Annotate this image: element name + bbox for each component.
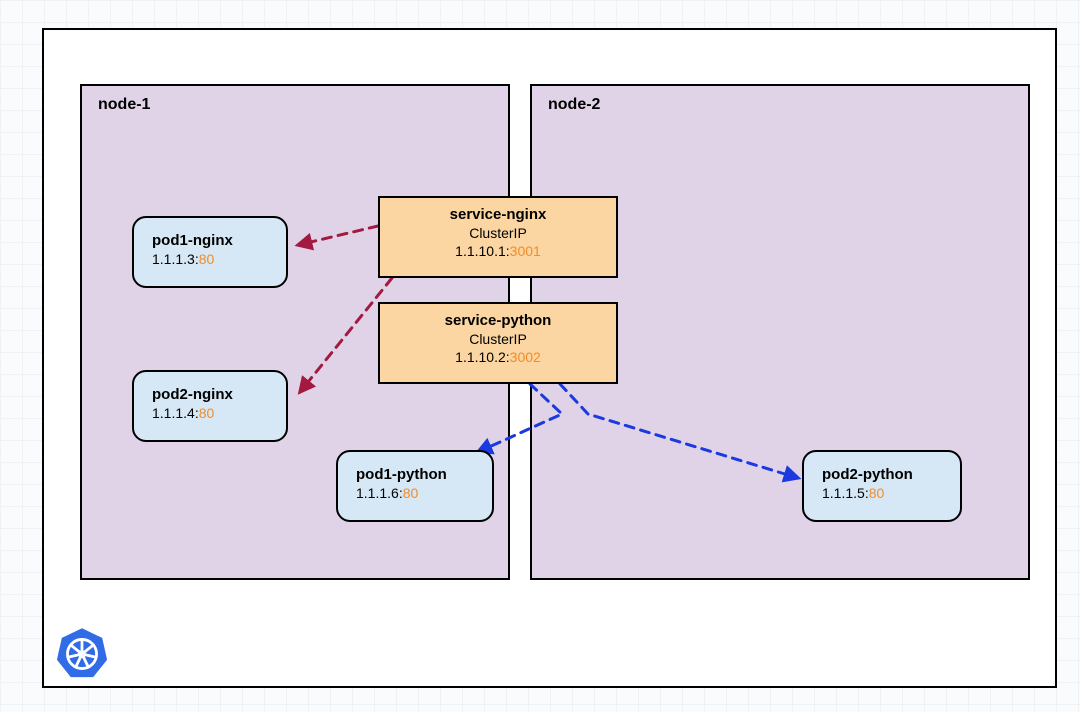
- pod-ip: 1.1.1.3: [152, 251, 195, 267]
- kubernetes-logo-icon: [54, 626, 110, 682]
- pod-ip-line: 1.1.1.6:80: [356, 485, 474, 501]
- pod-ip-line: 1.1.1.4:80: [152, 405, 268, 421]
- pod-name: pod2-python: [822, 466, 942, 483]
- pod-ip: 1.1.1.4: [152, 405, 195, 421]
- node-label: node-2: [548, 96, 600, 114]
- service-port: 3002: [510, 349, 541, 365]
- service-ip-line: 1.1.10.2:3002: [394, 349, 602, 365]
- service-type: ClusterIP: [394, 225, 602, 241]
- pod-ip-line: 1.1.1.3:80: [152, 251, 268, 267]
- pod-pod2-python: pod2-python 1.1.1.5:80: [802, 450, 962, 522]
- pod-port: 80: [199, 405, 215, 421]
- service-port: 3001: [510, 243, 541, 259]
- service-ip-line: 1.1.10.1:3001: [394, 243, 602, 259]
- pod-ip: 1.1.1.6: [356, 485, 399, 501]
- pod-pod1-nginx: pod1-nginx 1.1.1.3:80: [132, 216, 288, 288]
- service-name: service-python: [394, 312, 602, 329]
- service-service-nginx: service-nginx ClusterIP 1.1.10.1:3001: [378, 196, 618, 278]
- pod-ip: 1.1.1.5: [822, 485, 865, 501]
- diagram-stage: node-1 node-2 pod1-nginx 1.1.1.3:80 pod2-ngi…: [0, 0, 1080, 712]
- service-ip: 1.1.10.1: [455, 243, 506, 259]
- pod-name: pod1-nginx: [152, 232, 268, 249]
- service-name: service-nginx: [394, 206, 602, 223]
- pod-port: 80: [403, 485, 419, 501]
- pod-name: pod2-nginx: [152, 386, 268, 403]
- pod-port: 80: [869, 485, 885, 501]
- node-label: node-1: [98, 96, 150, 114]
- pod-port: 80: [199, 251, 215, 267]
- pod-pod2-nginx: pod2-nginx 1.1.1.4:80: [132, 370, 288, 442]
- pod-ip-line: 1.1.1.5:80: [822, 485, 942, 501]
- pod-pod1-python: pod1-python 1.1.1.6:80: [336, 450, 494, 522]
- pod-name: pod1-python: [356, 466, 474, 483]
- service-service-python: service-python ClusterIP 1.1.10.2:3002: [378, 302, 618, 384]
- service-ip: 1.1.10.2: [455, 349, 506, 365]
- service-type: ClusterIP: [394, 331, 602, 347]
